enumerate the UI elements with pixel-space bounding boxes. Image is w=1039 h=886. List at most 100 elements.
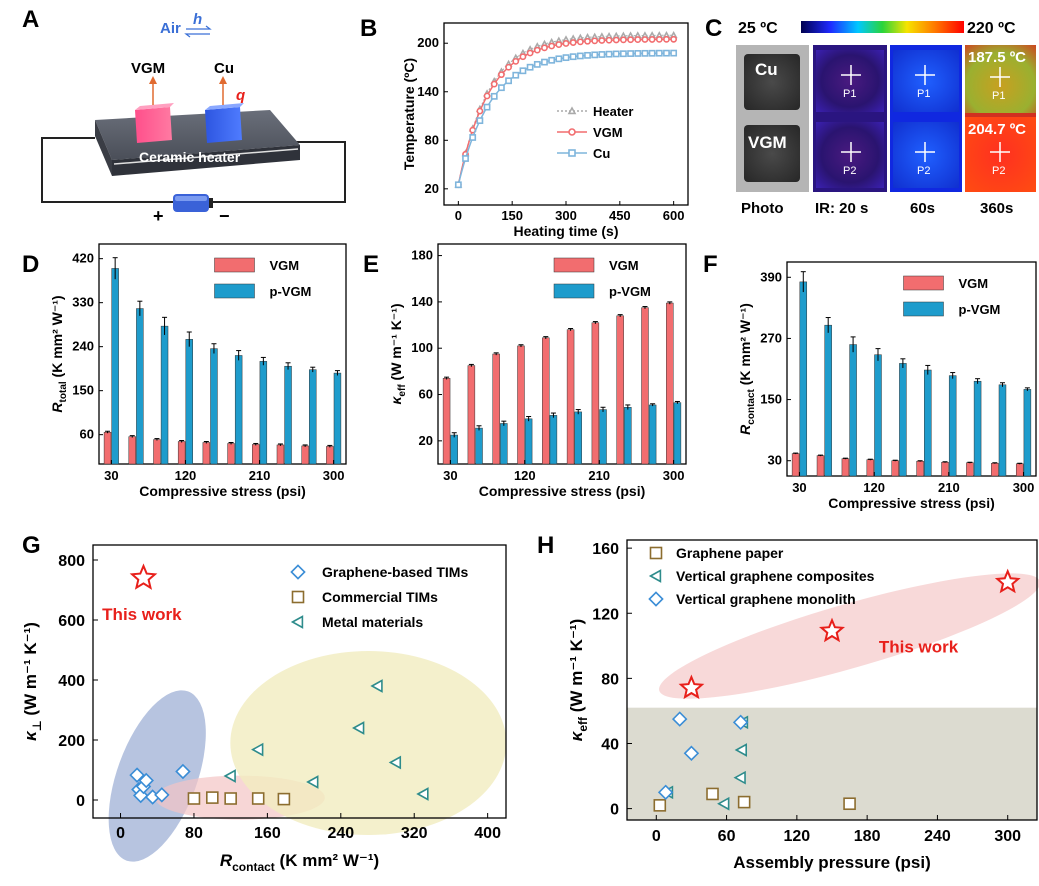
y-tick-label: 600 — [58, 613, 85, 630]
legend-label: VGM — [609, 258, 639, 273]
panel-label-b: B — [360, 15, 377, 42]
data-point — [555, 41, 563, 48]
bar — [941, 461, 949, 477]
legend-label: Graphene paper — [676, 545, 784, 561]
bar — [866, 459, 875, 477]
data-point — [818, 617, 846, 643]
this-work-annotation: This work — [879, 637, 959, 656]
bar — [966, 462, 974, 477]
legend-label: Graphene-based TIMs — [322, 564, 468, 580]
y-tick-label: 160 — [592, 541, 619, 558]
series-line — [457, 52, 674, 185]
y-tick-label: 60 — [419, 387, 433, 402]
x-axis-title: Compressive stress (psi) — [479, 483, 646, 499]
data-point — [653, 799, 667, 812]
bar — [874, 354, 882, 477]
x-tick-label: 240 — [924, 828, 951, 845]
x-tick-label: 400 — [474, 825, 501, 842]
data-point — [476, 117, 484, 125]
y-axis-title: Rcontact (K mm² W⁻¹) — [737, 303, 757, 435]
bar — [252, 444, 260, 465]
x-tick-label: 300 — [663, 468, 685, 483]
data-point — [569, 53, 577, 61]
legend-marker — [648, 569, 662, 583]
bar — [202, 442, 211, 465]
data-point — [469, 134, 477, 141]
data-point — [541, 58, 548, 66]
point-label-p1: P1 — [843, 88, 856, 100]
y-axis-units: (W m⁻¹ K⁻¹) — [567, 619, 586, 717]
bar — [153, 439, 161, 465]
y-tick-label: 180 — [411, 248, 433, 263]
y-tick-label: 140 — [411, 294, 433, 309]
circuit-wire-right — [207, 141, 346, 203]
data-point — [655, 49, 663, 57]
series-this-work — [129, 563, 158, 590]
data-point — [657, 784, 674, 801]
legend-marker — [648, 591, 664, 607]
data-point — [670, 49, 678, 57]
bar — [326, 446, 334, 465]
data-point — [634, 36, 642, 43]
legend-label: Commercial TIMs — [322, 589, 438, 605]
y-tick-label: 80 — [425, 132, 439, 147]
legend-marker — [290, 564, 306, 580]
data-point — [734, 743, 748, 757]
y-axis-symbol: κ — [21, 730, 40, 741]
x-tick-label: 120 — [863, 480, 885, 495]
y-tick-label: 200 — [58, 733, 85, 750]
circuit-wire-left — [41, 137, 175, 203]
x-tick-label: 0 — [652, 828, 661, 845]
data-point — [352, 721, 365, 735]
data-point — [605, 50, 613, 58]
series-this-work — [678, 568, 1021, 700]
legend-label: p-VGM — [270, 284, 312, 299]
y-axis-title: Rtotal (K mm² W⁻¹) — [49, 295, 69, 412]
bar — [111, 268, 119, 465]
col-label-360s: 360s — [980, 200, 1013, 217]
data-point — [541, 44, 548, 52]
chart-f: 30 120 210 300 30 150 270 390 Compressive stress… — [737, 261, 1037, 511]
bar — [284, 365, 292, 465]
legend-swatch — [903, 301, 944, 317]
legend-swatch — [903, 275, 944, 291]
data-point — [388, 755, 402, 770]
bar — [673, 402, 682, 465]
data-point — [843, 797, 856, 811]
y-tick-label: 390 — [760, 269, 782, 284]
photo-vgm-sample — [744, 125, 800, 182]
chart-h: 0 60 120 180 240 300 0 40 80 120 160 Assembly press… — [567, 539, 1039, 872]
ir-20s-cu — [816, 50, 884, 112]
x-tick-label: 30 — [104, 468, 118, 483]
plot-frame — [786, 261, 1037, 477]
cu-block — [205, 76, 244, 143]
data-point — [490, 80, 498, 88]
data-point — [671, 711, 688, 727]
plot-frame — [626, 539, 1038, 821]
series-p-vgm — [111, 257, 342, 465]
series-vertical-graphene-monolith — [657, 711, 749, 801]
bar — [849, 344, 857, 477]
plot-frame — [437, 243, 687, 465]
plus-sign: + — [153, 206, 164, 226]
data-point — [416, 787, 429, 801]
bar — [916, 460, 924, 477]
bar — [160, 325, 169, 465]
y-axis-units: (W m⁻¹ K⁻¹) — [388, 303, 404, 384]
y-axis-subscript: eff — [397, 384, 408, 397]
bar — [227, 443, 235, 465]
series-graphene-based-tims — [129, 763, 191, 805]
data-point — [476, 107, 484, 115]
panel-label-f: F — [703, 251, 718, 278]
x-tick-label: 0 — [116, 825, 125, 842]
y-tick-label: 120 — [592, 606, 619, 623]
bar — [276, 444, 285, 465]
bar — [467, 365, 476, 465]
y-axis-subscript: ⊥ — [30, 720, 44, 731]
data-point — [641, 36, 649, 43]
point-label-p2: P2 — [917, 165, 930, 177]
data-point — [519, 67, 527, 75]
bar — [666, 302, 674, 465]
data-point — [498, 71, 505, 79]
data-point — [555, 55, 563, 63]
